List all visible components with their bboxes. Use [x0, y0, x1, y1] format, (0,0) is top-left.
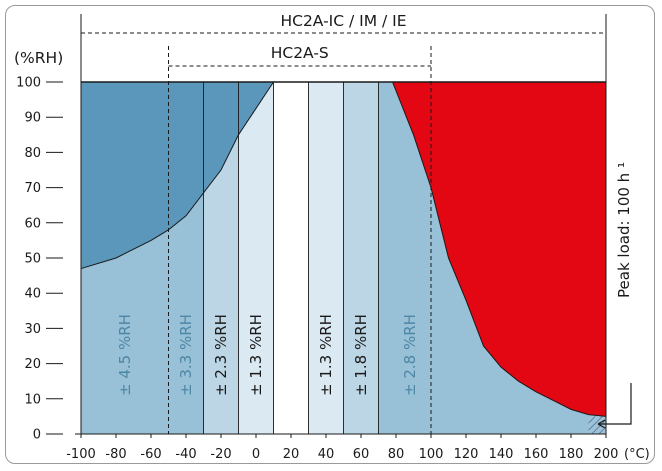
title-narrow-range: HC2A-S	[271, 44, 329, 62]
y-tick-label-100: 100	[16, 76, 41, 91]
x-tick-label-200: 200	[594, 447, 619, 462]
y-tick-label-70: 70	[24, 181, 41, 196]
band-dividers	[80, 14, 632, 438]
peak-load-arrow	[597, 419, 606, 429]
y-tick-label-20: 20	[24, 357, 41, 372]
x-tick-label-20: 20	[283, 447, 300, 462]
x-tick-label--60: -60	[140, 447, 161, 462]
x-tick-label-60: 60	[353, 447, 370, 462]
y-tick-label-90: 90	[24, 111, 41, 126]
peak-load-region	[588, 416, 606, 434]
accuracy-band-3	[238, 82, 274, 434]
x-axis-unit: (°C)	[624, 447, 650, 462]
y-tick-label-40: 40	[24, 287, 41, 302]
operating-regions	[81, 82, 606, 434]
peak-load-label: Peak load: 100 h ¹	[615, 162, 633, 298]
cold-region	[81, 82, 274, 269]
x-tick-label-100: 100	[419, 447, 444, 462]
band-label-2: ± 2.3 %RH	[212, 314, 230, 396]
x-tick-label-160: 160	[524, 447, 549, 462]
band-label-1: ± 3.3 %RH	[177, 314, 195, 396]
x-tick-label-180: 180	[559, 447, 584, 462]
band-label-5: ± 1.3 %RH	[317, 314, 335, 396]
x-tick-label--40: -40	[175, 447, 196, 462]
y-axis-label: (%RH)	[14, 49, 63, 67]
cold-boundary-line	[80, 81, 274, 270]
y-tick-label-0: 0	[33, 428, 41, 443]
band-label-3: ± 1.3 %RH	[247, 314, 265, 396]
x-tick-label-120: 120	[454, 447, 479, 462]
axes	[46, 81, 607, 438]
band-label-7: ± 2.8 %RH	[401, 314, 419, 396]
x-tick-label-140: 140	[489, 447, 514, 462]
x-tick-label--20: -20	[210, 447, 231, 462]
peak-load-bracket	[598, 383, 632, 425]
x-tick-label-40: 40	[318, 447, 335, 462]
band-label-0: ± 4.5 %RH	[116, 314, 134, 396]
y-tick-label-50: 50	[24, 252, 41, 267]
accuracy-band-6	[343, 82, 379, 434]
y-tick-label-60: 60	[24, 216, 41, 231]
chart-text: 0 10 20 30 40 50 60 70 80 90 100 -100 -80 -60 -40 -20 0 2…	[16, 76, 618, 463]
title-wide-range: HC2A-IC / IM / IE	[280, 12, 406, 30]
x-tick-label--80: -80	[105, 447, 126, 462]
y-tick-label-80: 80	[24, 146, 41, 161]
y-tick-label-30: 30	[24, 322, 41, 337]
accuracy-band-4	[273, 82, 309, 434]
y-tick-label-10: 10	[24, 392, 41, 407]
x-tick-label-80: 80	[388, 447, 405, 462]
hot-region	[392, 82, 606, 417]
x-tick-label--100: -100	[66, 447, 96, 462]
band-label-6: ± 1.8 %RH	[352, 314, 370, 396]
x-tick-label-0: 0	[252, 447, 260, 462]
accuracy-band-5	[308, 82, 344, 434]
